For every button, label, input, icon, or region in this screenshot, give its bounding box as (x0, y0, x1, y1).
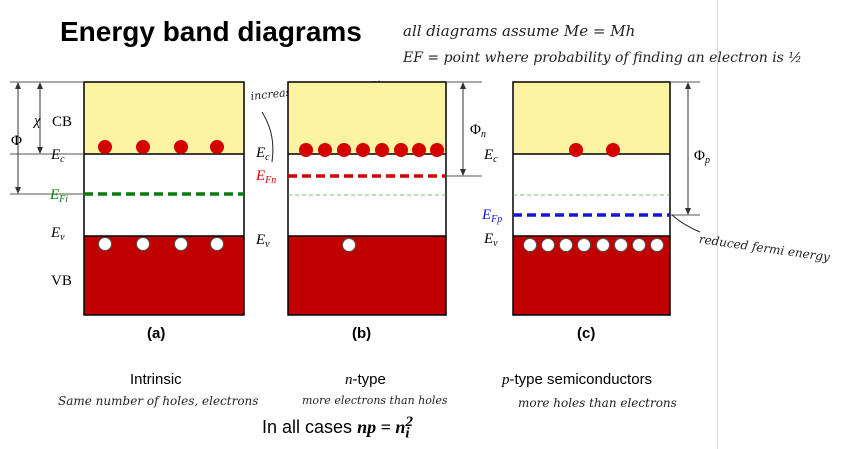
hole (211, 238, 224, 251)
caption-ptype-rest: -type semiconductors (510, 371, 653, 388)
ec-label-c: Ec (483, 147, 498, 165)
hand-note-c: more holes than electrons (518, 396, 677, 410)
holes-b (343, 239, 356, 252)
hole (343, 239, 356, 252)
eq-n: n (395, 417, 405, 437)
hole (633, 239, 646, 252)
hole (651, 239, 664, 252)
hole (597, 239, 610, 252)
phi-label: Φ (11, 133, 22, 149)
electron (431, 144, 444, 157)
diagram-a: Φ χ CB Ec EFi Ev VB (a) (10, 82, 244, 342)
caption-ntype: n-type (345, 371, 386, 389)
electron (175, 141, 188, 154)
ec-label-a: Ec (50, 147, 65, 165)
ev-label-b: Ev (255, 232, 270, 250)
conduction-band-b (288, 82, 446, 154)
caption-ptype: p-type semiconductors (502, 371, 652, 389)
electron (413, 144, 426, 157)
label-b: (b) (352, 325, 371, 342)
conduction-band-c (513, 82, 670, 154)
label-a: (a) (147, 325, 165, 342)
phin-label: Φn (470, 122, 486, 140)
caption-ntype-rest: -type (353, 371, 386, 388)
label-c: (c) (577, 325, 595, 342)
efn-label: EFn (255, 168, 276, 186)
efi-label: EFi (49, 187, 68, 205)
ev-label-a: Ev (50, 225, 65, 243)
electron (137, 141, 150, 154)
caption-intrinsic: Intrinsic (130, 371, 182, 388)
bottom-prefix: In all cases (262, 417, 352, 437)
vb-label: VB (51, 273, 72, 289)
hole (542, 239, 555, 252)
phip-label: Φp (694, 148, 710, 166)
hand-note-b: more electrons than holes (302, 394, 448, 407)
valence-band-b (288, 236, 446, 315)
electron (357, 144, 370, 157)
electron (99, 141, 112, 154)
diagram-c: Φp Ec EFp Ev (c) (481, 82, 710, 342)
ev-label-c: Ev (483, 231, 498, 249)
hole (578, 239, 591, 252)
electron (607, 144, 620, 157)
hole (524, 239, 537, 252)
hand-note-a: Same number of holes, electrons (58, 394, 258, 408)
chi-label: χ (32, 113, 41, 129)
reduced-pointer (672, 215, 700, 232)
eq-np: np (357, 417, 376, 437)
caption-ntype-italic: n (345, 372, 353, 388)
electron (319, 144, 332, 157)
electron (376, 144, 389, 157)
caption-ptype-italic: p (502, 372, 510, 388)
valence-band-c (513, 236, 670, 315)
efp-label: EFp (481, 207, 502, 225)
electron (211, 141, 224, 154)
eq-sup-2: 2 (406, 414, 414, 430)
bottom-equation: In all cases np = ni2 (262, 414, 413, 443)
ec-label-b: Ec (255, 145, 270, 163)
hole (175, 238, 188, 251)
electron (300, 144, 313, 157)
hole (137, 238, 150, 251)
cb-label: CB (52, 114, 72, 130)
diagram-b: Φn Ec EFn Ev (b) (255, 82, 486, 342)
electron (570, 144, 583, 157)
eq-equals: = (376, 417, 395, 437)
hole (615, 239, 628, 252)
electron (395, 144, 408, 157)
hole (99, 238, 112, 251)
electron (338, 144, 351, 157)
hole (560, 239, 573, 252)
